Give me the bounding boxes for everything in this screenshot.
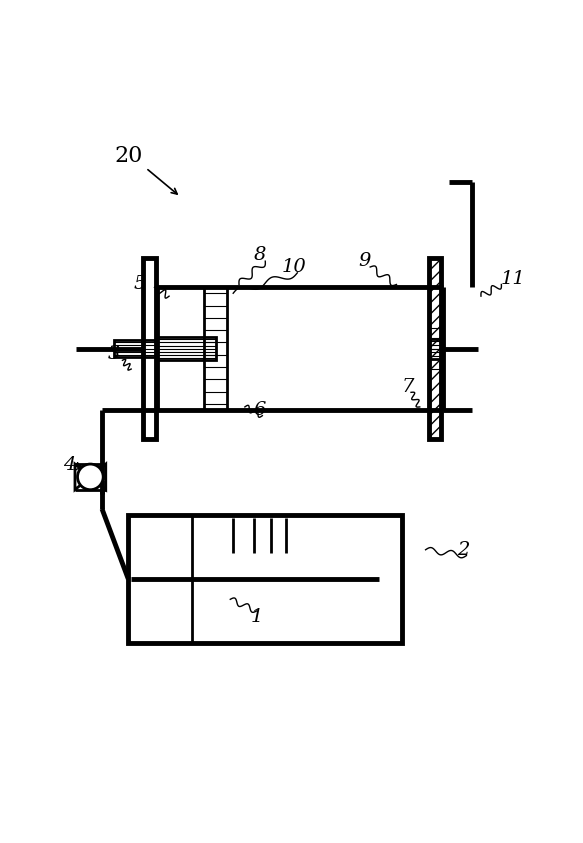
Polygon shape [90,464,106,490]
Bar [157,337,216,360]
Polygon shape [75,464,90,490]
Text: 5: 5 [134,276,146,293]
Bar [429,258,441,439]
Text: 8: 8 [253,246,266,265]
Bar [114,340,157,357]
Text: 7: 7 [402,378,415,395]
Text: 2: 2 [457,540,470,559]
Text: 4: 4 [62,456,75,475]
Text: 1: 1 [250,608,263,626]
Text: 6: 6 [253,400,266,419]
Text: 3: 3 [107,346,120,363]
Circle shape [78,464,103,490]
Text: 20: 20 [114,145,142,167]
Bar [143,258,156,439]
Text: 10: 10 [282,258,307,276]
Bar [429,339,442,358]
Text: 11: 11 [501,270,525,287]
Text: 9: 9 [358,252,371,270]
Bar [128,515,402,643]
Bar [204,287,227,410]
